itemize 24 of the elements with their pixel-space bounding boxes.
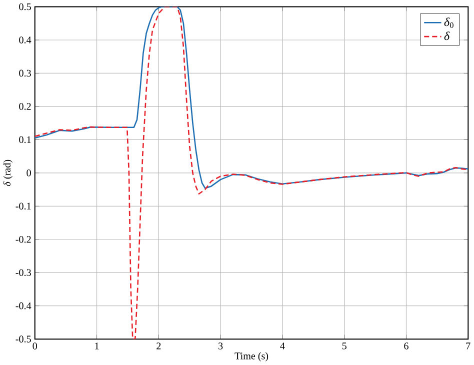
y-tick-label: -0.4	[16, 302, 32, 310]
x-tick-label: 1	[95, 342, 99, 350]
x-axis-title: Time (s)	[234, 352, 268, 362]
y-tick-label: -0.5	[16, 336, 31, 343]
y-tick-label: 0.4	[19, 36, 32, 44]
y-tick-label: 0	[26, 170, 31, 176]
x-tick-label: 3	[218, 342, 223, 350]
y-tick-label: -0.2	[16, 236, 31, 243]
x-tick-label: 7	[466, 342, 470, 350]
y-tick-label: -0.3	[16, 269, 31, 276]
x-tick-label: 5	[342, 342, 346, 350]
line-series	[34, 6, 468, 340]
y-axis-title: δ (rad)	[3, 160, 13, 186]
y-tick-label: -0.1	[16, 202, 31, 210]
x-tick-label: 4	[280, 342, 285, 350]
x-tick-label: 0	[32, 342, 38, 350]
y-tick-label: 0.1	[19, 136, 31, 144]
y-tick-label: 0.2	[19, 103, 31, 110]
y-tick-label: 0.5	[19, 3, 31, 10]
x-tick-label: 2	[156, 342, 161, 350]
legend-label: δ$_{0}$	[444, 18, 454, 28]
x-tick-label: 6	[404, 342, 408, 350]
legend-label: δ	[444, 32, 450, 40]
y-tick-label: 0.3	[19, 70, 31, 77]
